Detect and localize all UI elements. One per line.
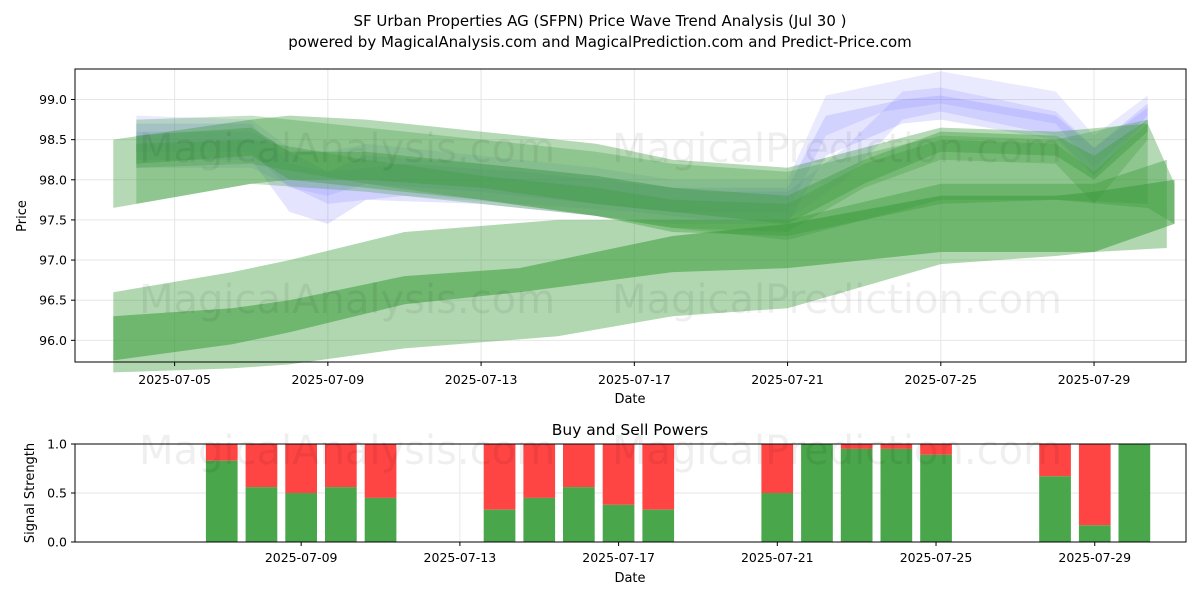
buy-power-bar — [840, 448, 873, 542]
signal-bars — [205, 444, 1151, 542]
blue-wave-band-3 — [136, 87, 1148, 220]
signal-x-tick-label: 2025-07-17 — [582, 550, 655, 565]
price-y-tick-label: 99.0 — [39, 92, 67, 107]
signal-x-tick-label: 2025-07-21 — [741, 550, 814, 565]
buy-power-bar — [1078, 525, 1111, 542]
price-x-axis-label: Date — [614, 392, 645, 407]
price-x-ticks: 2025-07-05 2025-07-09 2025-07-13 2025-07-17… — [138, 362, 1130, 387]
signal-x-tick-label: 2025-07-29 — [1058, 550, 1131, 565]
buy-power-bar — [642, 509, 675, 542]
signal-y-axis-label: Signal Strength — [23, 443, 38, 543]
price-x-tick-label: 2025-07-21 — [751, 372, 824, 387]
sell-power-bar — [920, 444, 952, 455]
price-y-tick-label: 97.0 — [39, 253, 67, 268]
signal-y-tick-label: 0.5 — [47, 486, 67, 501]
sell-power-bar — [523, 444, 556, 498]
buy-power-bar — [880, 448, 913, 542]
green-wave-band-2 — [136, 123, 1148, 232]
buy-power-bar — [563, 487, 595, 542]
price-y-tick-label: 96.0 — [39, 333, 67, 348]
sell-power-bar — [325, 444, 357, 488]
watermark-left-top: MagicalAnalysis.com — [139, 126, 555, 172]
price-y-ticks: 96.0 96.5 97.0 97.5 98.0 98.5 99.0 — [39, 92, 75, 348]
buy-power-bar — [325, 487, 357, 542]
buy-power-bar — [483, 509, 516, 542]
sell-power-bar — [483, 444, 516, 510]
price-plot-frame — [74, 68, 1187, 363]
sell-power-bar — [761, 444, 794, 493]
signal-y-ticks: 0.0 0.5 1.0 — [47, 437, 75, 550]
signal-panel: Buy and Sell Powers MagicalAnalysis.com … — [23, 421, 1187, 586]
sell-power-bar — [880, 444, 913, 449]
signal-x-axis-label: Date — [614, 571, 645, 586]
signal-x-tick-label: 2025-07-09 — [265, 550, 338, 565]
buy-power-bar — [801, 444, 833, 542]
signal-watermarks: MagicalAnalysis.com MagicalPrediction.co… — [139, 428, 1062, 474]
buy-power-bar — [364, 497, 397, 542]
blue-wave-band-1 — [136, 95, 1148, 224]
price-y-tick-label: 98.0 — [39, 172, 67, 187]
buy-power-bar — [205, 460, 238, 542]
sell-power-bar — [602, 444, 635, 505]
price-x-tick-label: 2025-07-17 — [598, 372, 671, 387]
watermark-right-mid: MagicalPrediction.com — [612, 277, 1062, 323]
watermark-left-bottom: MagicalAnalysis.com — [139, 428, 555, 474]
sell-power-bar — [642, 444, 675, 510]
price-y-axis-label: Price — [15, 200, 30, 232]
price-watermarks: MagicalAnalysis.com MagicalPrediction.co… — [139, 126, 1062, 323]
buy-power-bar — [920, 454, 952, 542]
watermark-left-mid: MagicalAnalysis.com — [139, 277, 555, 323]
watermark-right-bottom: MagicalPrediction.com — [612, 428, 1062, 474]
buy-power-bar — [285, 493, 317, 542]
signal-y-tick-label: 0.0 — [47, 535, 67, 550]
buy-power-bar — [245, 487, 278, 542]
price-x-tick-label: 2025-07-05 — [138, 372, 211, 387]
sell-power-bar — [245, 444, 278, 488]
price-panel: MagicalAnalysis.com MagicalPrediction.co… — [15, 68, 1187, 407]
price-y-tick-label: 98.5 — [39, 132, 67, 147]
chart-title: SF Urban Properties AG (SFPN) Price Wave… — [353, 12, 846, 30]
blue-wave-band-2 — [136, 71, 1148, 212]
price-y-tick-label: 96.5 — [39, 293, 67, 308]
buy-power-bar — [602, 504, 635, 542]
buy-power-bar — [761, 493, 794, 542]
sell-power-bar — [563, 444, 595, 488]
buy-power-bar — [523, 497, 556, 542]
signal-title: Buy and Sell Powers — [552, 421, 709, 439]
watermark-right-top: MagicalPrediction.com — [612, 126, 1062, 172]
sell-power-bar — [364, 444, 397, 498]
price-x-tick-label: 2025-07-13 — [445, 372, 518, 387]
signal-y-tick-label: 1.0 — [47, 437, 67, 452]
price-x-tick-label: 2025-07-09 — [292, 372, 365, 387]
sell-power-bar — [1078, 444, 1111, 526]
green-lower-core-band — [113, 179, 1175, 361]
price-grid — [75, 69, 1186, 362]
buy-power-bar — [1039, 476, 1071, 542]
price-y-tick-label: 97.5 — [39, 212, 67, 227]
sell-power-bar — [205, 444, 238, 461]
price-x-tick-label: 2025-07-29 — [1058, 372, 1131, 387]
sell-power-bar — [285, 444, 317, 493]
signal-x-ticks: 2025-07-09 2025-07-13 2025-07-17 2025-07-21… — [265, 542, 1131, 565]
price-bands — [113, 71, 1175, 373]
signal-x-tick-label: 2025-07-13 — [424, 550, 497, 565]
sell-power-bar — [1039, 444, 1071, 477]
buy-power-bar — [1118, 444, 1151, 542]
signal-x-tick-label: 2025-07-25 — [900, 550, 973, 565]
green-wave-band-1 — [136, 119, 1148, 224]
sell-power-bar — [840, 444, 873, 449]
price-x-tick-label: 2025-07-25 — [904, 372, 977, 387]
chart-subtitle: powered by MagicalAnalysis.com and Magic… — [288, 33, 912, 51]
